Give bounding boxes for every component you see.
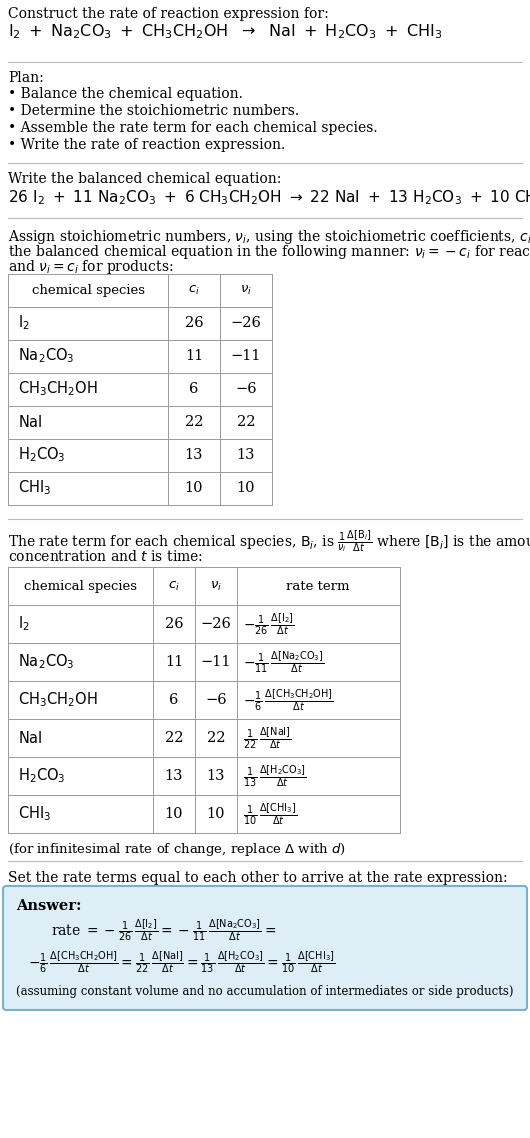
Text: (assuming constant volume and no accumulation of intermediates or side products): (assuming constant volume and no accumul… xyxy=(16,986,514,998)
Text: • Balance the chemical equation.: • Balance the chemical equation. xyxy=(8,86,243,101)
Text: Assign stoichiometric numbers, $\nu_i$, using the stoichiometric coefficients, $: Assign stoichiometric numbers, $\nu_i$, … xyxy=(8,228,530,246)
Text: (for infinitesimal rate of change, replace $\Delta$ with $d$): (for infinitesimal rate of change, repla… xyxy=(8,841,346,858)
Text: Construct the rate of reaction expression for:: Construct the rate of reaction expressio… xyxy=(8,7,329,20)
Text: $\mathrm{H_2CO_3}$: $\mathrm{H_2CO_3}$ xyxy=(18,767,66,785)
Text: $-\frac{1}{26}\,\frac{\Delta[\mathrm{I_2}]}{\Delta t}$: $-\frac{1}{26}\,\frac{\Delta[\mathrm{I_2… xyxy=(243,611,295,637)
Text: 6: 6 xyxy=(189,382,199,396)
Text: −6: −6 xyxy=(235,382,257,396)
Text: 13: 13 xyxy=(185,448,203,462)
Text: $\mathrm{I_2}$$\ +\ $$\mathrm{Na_2CO_3}$$\ +\ $$\mathrm{CH_3CH_2OH}$$\ \ \righta: $\mathrm{I_2}$$\ +\ $$\mathrm{Na_2CO_3}$… xyxy=(8,22,443,41)
Text: 22: 22 xyxy=(207,731,225,745)
Text: concentration and $t$ is time:: concentration and $t$ is time: xyxy=(8,549,203,564)
Text: −6: −6 xyxy=(205,693,227,707)
Text: Write the balanced chemical equation:: Write the balanced chemical equation: xyxy=(8,172,281,185)
Text: Answer:: Answer: xyxy=(16,899,82,913)
Text: rate $= -\frac{1}{26}\,\frac{\Delta[\mathrm{I_2}]}{\Delta t}= -\frac{1}{11}\,\fr: rate $= -\frac{1}{26}\,\frac{\Delta[\mat… xyxy=(51,917,276,942)
Text: 26: 26 xyxy=(184,316,204,330)
Text: 11: 11 xyxy=(185,349,203,363)
Text: the balanced chemical equation in the following manner: $\nu_i = -c_i$ for react: the balanced chemical equation in the fo… xyxy=(8,244,530,261)
Text: $\mathrm{CH_3CH_2OH}$: $\mathrm{CH_3CH_2OH}$ xyxy=(18,380,98,398)
Text: chemical species: chemical species xyxy=(31,283,145,297)
Text: $\mathrm{CHI_3}$: $\mathrm{CHI_3}$ xyxy=(18,479,51,497)
FancyBboxPatch shape xyxy=(3,887,527,1011)
Text: rate term: rate term xyxy=(286,579,350,593)
Text: Plan:: Plan: xyxy=(8,71,44,85)
Text: $26\ \mathrm{I_2}\ +\ 11\ \mathrm{Na_2CO_3}\ +\ 6\ \mathrm{CH_3CH_2OH}$$\ \right: $26\ \mathrm{I_2}\ +\ 11\ \mathrm{Na_2CO… xyxy=(8,188,530,207)
Text: 6: 6 xyxy=(169,693,179,707)
Text: $\mathrm{NaI}$: $\mathrm{NaI}$ xyxy=(18,729,43,747)
Text: $\mathrm{CHI_3}$: $\mathrm{CHI_3}$ xyxy=(18,805,51,824)
Text: 10: 10 xyxy=(207,807,225,820)
Text: $\frac{1}{22}\,\frac{\Delta[\mathrm{NaI}]}{\Delta t}$: $\frac{1}{22}\,\frac{\Delta[\mathrm{NaI}… xyxy=(243,725,292,751)
Text: 10: 10 xyxy=(185,481,203,495)
Text: $\mathrm{CH_3CH_2OH}$: $\mathrm{CH_3CH_2OH}$ xyxy=(18,691,98,709)
Text: Set the rate terms equal to each other to arrive at the rate expression:: Set the rate terms equal to each other t… xyxy=(8,871,508,885)
Text: −11: −11 xyxy=(231,349,261,363)
Text: • Assemble the rate term for each chemical species.: • Assemble the rate term for each chemic… xyxy=(8,121,377,135)
Text: and $\nu_i = c_i$ for products:: and $\nu_i = c_i$ for products: xyxy=(8,258,173,277)
Text: • Write the rate of reaction expression.: • Write the rate of reaction expression. xyxy=(8,138,285,152)
Text: $\mathrm{Na_2CO_3}$: $\mathrm{Na_2CO_3}$ xyxy=(18,347,75,365)
Text: 22: 22 xyxy=(185,415,203,429)
Text: $\nu_i$: $\nu_i$ xyxy=(240,283,252,297)
Text: $-\frac{1}{11}\,\frac{\Delta[\mathrm{Na_2CO_3}]}{\Delta t}$: $-\frac{1}{11}\,\frac{\Delta[\mathrm{Na_… xyxy=(243,649,324,675)
Text: $c_i$: $c_i$ xyxy=(168,579,180,593)
Text: 10: 10 xyxy=(237,481,255,495)
Text: $\frac{1}{13}\,\frac{\Delta[\mathrm{H_2CO_3}]}{\Delta t}$: $\frac{1}{13}\,\frac{\Delta[\mathrm{H_2C… xyxy=(243,764,307,789)
Text: $\mathrm{I_2}$: $\mathrm{I_2}$ xyxy=(18,314,30,332)
Text: 10: 10 xyxy=(165,807,183,820)
Text: −26: −26 xyxy=(231,316,261,330)
Text: 22: 22 xyxy=(165,731,183,745)
Text: $\nu_i$: $\nu_i$ xyxy=(210,579,222,593)
Text: $\mathrm{I_2}$: $\mathrm{I_2}$ xyxy=(18,615,30,634)
Text: 13: 13 xyxy=(237,448,255,462)
Text: 11: 11 xyxy=(165,655,183,669)
Text: chemical species: chemical species xyxy=(23,579,137,593)
Text: 26: 26 xyxy=(165,617,183,630)
Text: −11: −11 xyxy=(201,655,231,669)
Text: 13: 13 xyxy=(207,769,225,783)
Text: $-\frac{1}{6}\,\frac{\Delta[\mathrm{CH_3CH_2OH}]}{\Delta t}$: $-\frac{1}{6}\,\frac{\Delta[\mathrm{CH_3… xyxy=(243,687,333,712)
Text: −26: −26 xyxy=(200,617,232,630)
Text: • Determine the stoichiometric numbers.: • Determine the stoichiometric numbers. xyxy=(8,104,299,118)
Text: $c_i$: $c_i$ xyxy=(188,283,200,297)
Text: 13: 13 xyxy=(165,769,183,783)
Text: $\mathrm{Na_2CO_3}$: $\mathrm{Na_2CO_3}$ xyxy=(18,653,75,671)
Text: $\mathrm{H_2CO_3}$: $\mathrm{H_2CO_3}$ xyxy=(18,446,66,464)
Text: $-\frac{1}{6}\,\frac{\Delta[\mathrm{CH_3CH_2OH}]}{\Delta t}= \frac{1}{22}\,\frac: $-\frac{1}{6}\,\frac{\Delta[\mathrm{CH_3… xyxy=(28,949,335,975)
Text: 22: 22 xyxy=(237,415,255,429)
Text: The rate term for each chemical species, $\mathrm{B}_i$, is $\frac{1}{\nu_i}\fra: The rate term for each chemical species,… xyxy=(8,529,530,555)
Text: $\mathrm{NaI}$: $\mathrm{NaI}$ xyxy=(18,414,43,430)
Text: $\frac{1}{10}\,\frac{\Delta[\mathrm{CHI_3}]}{\Delta t}$: $\frac{1}{10}\,\frac{\Delta[\mathrm{CHI_… xyxy=(243,801,297,827)
